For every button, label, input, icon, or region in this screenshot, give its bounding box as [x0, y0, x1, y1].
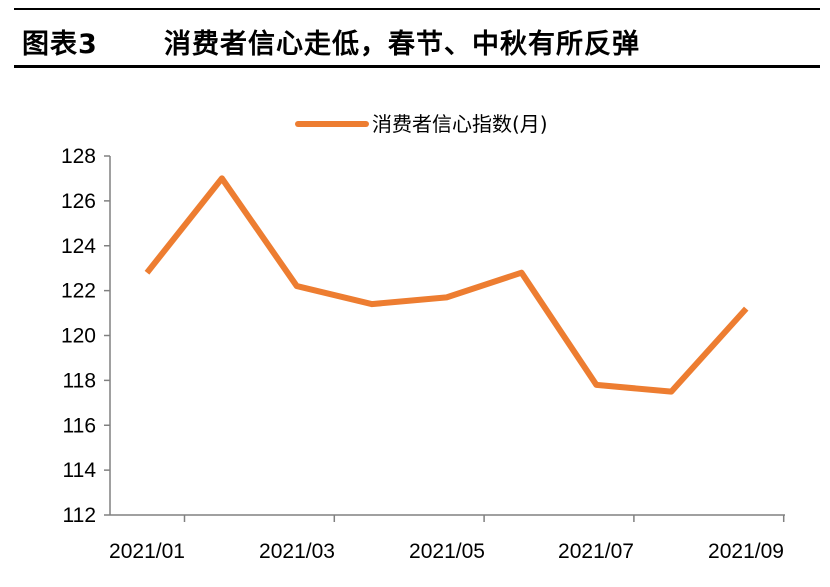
header-top-rule: [14, 8, 820, 10]
x-tick-label: 2021/05: [409, 540, 485, 563]
y-tick-label: 114: [63, 459, 97, 482]
legend-label: 消费者信心指数(月): [372, 112, 548, 136]
y-tick-label: 126: [61, 190, 96, 213]
y-tick-label: 122: [61, 280, 96, 303]
figure-header: 图表3 消费者信心走低，春节、中秋有所反弹: [14, 8, 820, 68]
series-line: [144, 175, 749, 395]
x-tick-label: 2021/01: [109, 540, 185, 563]
x-tick-label: 2021/07: [558, 540, 634, 563]
x-tick-label: 2021/09: [708, 540, 784, 563]
y-tick-label: 124: [61, 235, 96, 258]
figure-label: 图表3: [22, 29, 98, 60]
figure-title: 消费者信心走低，春节、中秋有所反弹: [164, 29, 640, 60]
y-tick-label: 120: [61, 325, 96, 348]
y-tick-label: 112: [63, 504, 96, 527]
y-tick-label: 116: [63, 414, 96, 437]
header-bottom-rule: [14, 65, 820, 68]
y-tick-label: 128: [61, 145, 96, 168]
x-tick-label: 2021/03: [259, 540, 335, 563]
y-tick-label: 118: [63, 369, 96, 392]
